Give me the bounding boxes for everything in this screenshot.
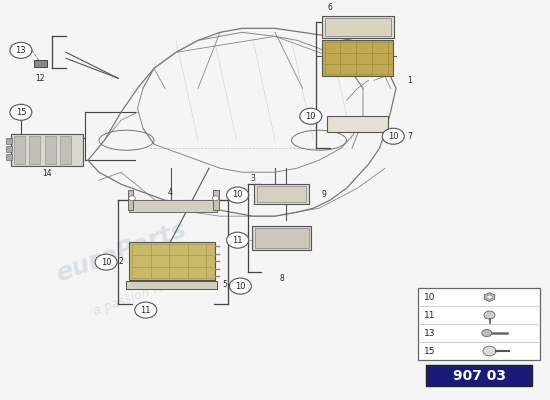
Text: 10: 10 [425,292,436,302]
Bar [255,228,309,248]
Circle shape [487,295,492,299]
Circle shape [227,232,249,248]
Bar [128,190,133,210]
Text: 7: 7 [407,132,412,141]
Bar [6,154,12,160]
Text: 13: 13 [15,46,26,55]
Bar [213,190,219,210]
Bar [252,226,311,250]
Text: a passion for parts: a passion for parts [92,266,205,318]
Bar [418,288,540,360]
Text: 11: 11 [140,306,151,314]
Bar [11,134,82,166]
Bar [257,186,306,202]
Text: 13: 13 [425,328,436,338]
Text: 11: 11 [232,236,243,245]
Text: 15: 15 [425,346,436,356]
Text: 4: 4 [168,188,173,198]
Circle shape [95,254,117,270]
Text: 6: 6 [328,2,333,12]
Text: 12: 12 [35,74,45,83]
Circle shape [484,311,495,319]
Bar [129,200,217,212]
Circle shape [300,108,322,124]
Text: 3: 3 [250,174,255,183]
Bar [126,281,217,289]
Bar [325,18,391,36]
Bar [327,116,388,132]
Text: 1: 1 [407,76,412,85]
Circle shape [482,330,492,337]
Circle shape [229,278,251,294]
Text: 10: 10 [305,112,316,121]
Bar [60,136,71,164]
Text: 15: 15 [15,108,26,117]
Circle shape [10,42,32,58]
Bar [45,136,56,164]
Bar [322,16,394,38]
Bar [322,40,393,76]
Circle shape [227,187,249,203]
Bar [426,365,532,386]
Bar [14,136,25,164]
Circle shape [483,346,496,356]
Text: euroParts: euroParts [52,218,190,287]
Bar [34,60,47,67]
Bar [6,138,12,144]
Text: 2: 2 [119,257,124,266]
Bar [29,136,40,164]
Text: 9: 9 [322,190,327,199]
Circle shape [212,196,219,200]
Text: 5: 5 [223,280,228,290]
Circle shape [135,302,157,318]
Text: 907 03: 907 03 [453,369,505,383]
Text: 10: 10 [235,282,246,291]
Bar [254,184,309,204]
Bar [6,146,12,152]
Circle shape [10,104,32,120]
Text: 14: 14 [42,169,52,178]
Polygon shape [484,293,495,302]
Circle shape [382,128,404,144]
Bar [129,242,214,280]
Text: 10: 10 [101,258,112,267]
Text: 8: 8 [279,274,284,283]
Text: 11: 11 [425,310,436,320]
Text: 10: 10 [232,190,243,200]
Text: 10: 10 [388,132,399,141]
Circle shape [129,196,135,200]
